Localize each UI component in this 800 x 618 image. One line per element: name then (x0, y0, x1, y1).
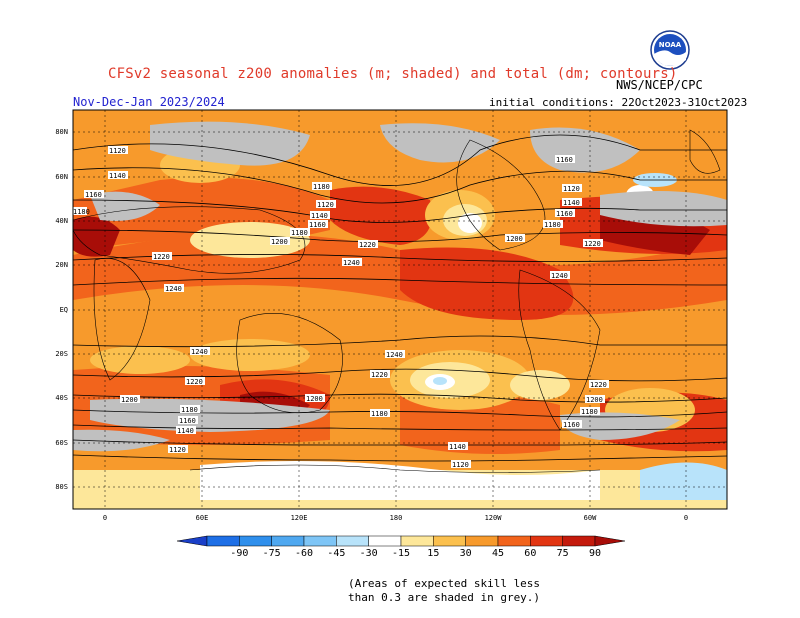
contour-label: 1160 (309, 221, 326, 229)
contour-label: 1180 (581, 408, 598, 416)
skill-note-line: (Areas of expected skill less (348, 577, 541, 590)
lat-label: 80S (55, 483, 68, 491)
contour-label: 1160 (179, 417, 196, 425)
anomaly-shading (73, 110, 727, 509)
lat-label: 20S (55, 350, 68, 358)
lon-label: 60E (195, 514, 209, 522)
svg-text:NOAA: NOAA (659, 41, 682, 49)
contour-label: 1160 (563, 421, 580, 429)
contour-label: 1200 (121, 396, 138, 404)
contour-label: 1160 (556, 210, 573, 218)
lat-label: 20N (55, 261, 68, 269)
contour-label: 1180 (313, 183, 330, 191)
skill-note: (Areas of expected skill less than 0.3 a… (348, 577, 540, 605)
coastlines (73, 129, 721, 473)
skill-note-line: than 0.3 are shaded in grey.) (348, 591, 541, 604)
contour-label: 1180 (73, 208, 90, 216)
contour-label: 1180 (544, 221, 561, 229)
contour-label: 1240 (343, 259, 360, 267)
contour-label: 1180 (291, 229, 308, 237)
noaa-logo: NOAA (650, 30, 690, 70)
contour-label: 1180 (371, 410, 388, 418)
contour-label: 1220 (584, 240, 601, 248)
contour-label: 1220 (359, 241, 376, 249)
lon-label: 0 (683, 514, 689, 522)
contour-label: 1220 (590, 381, 607, 389)
contour-label-group: 1120 1140 1180 1120 1140 1160 1180 1200 … (73, 146, 609, 469)
contour-label: 1240 (165, 285, 182, 293)
lon-label: 60W (583, 514, 597, 522)
lon-label: 180 (389, 514, 403, 522)
contour-label: 1160 (85, 191, 102, 199)
contour-label: 1140 (563, 199, 580, 207)
lat-label: 40N (55, 217, 68, 225)
lon-label: 0 (102, 514, 108, 522)
contour-label: 1140 (311, 212, 328, 220)
contour-label: 1240 (386, 351, 403, 359)
contour-label: 1120 (109, 147, 126, 155)
contour-label: 1120 (169, 446, 186, 454)
contour-label: 1120 (317, 201, 334, 209)
contour-label: 1200 (271, 238, 288, 246)
agency-label: NWS/NCEP/CPC (616, 78, 703, 92)
contour-label: 1140 (449, 443, 466, 451)
lat-label: 60S (55, 439, 68, 447)
lat-label: 80N (55, 128, 68, 136)
contour-label: 1120 (452, 461, 469, 469)
contour-label: 1120 (563, 185, 580, 193)
lon-label: 120W (484, 514, 502, 522)
initial-conditions: initial conditions: 22Oct2023-31Oct2023 (489, 96, 748, 109)
forecast-period: Nov-Dec-Jan 2023/2024 (73, 95, 225, 109)
contour-label: 1200 (506, 235, 523, 243)
contour-label: 1140 (177, 427, 194, 435)
contour-label: 1140 (109, 172, 126, 180)
lon-label: 120E (290, 514, 308, 522)
chart-title: CFSv2 seasonal z200 anomalies (m; shaded… (108, 66, 678, 82)
contour-label: 1200 (306, 395, 323, 403)
contour-label: 1220 (153, 253, 170, 261)
contour-label: 1240 (551, 272, 568, 280)
contour-label: 1220 (186, 378, 203, 386)
lat-label: 40S (55, 394, 68, 402)
lat-label: EQ (59, 306, 68, 314)
contour-label: 1200 (586, 396, 603, 404)
contour-label: 1240 (191, 348, 208, 356)
lat-label: 60N (55, 173, 68, 181)
map-frame (72, 109, 728, 510)
contour-label: 1180 (181, 406, 198, 414)
contour-label: 1220 (371, 371, 388, 379)
contour-label: 1160 (556, 156, 573, 164)
